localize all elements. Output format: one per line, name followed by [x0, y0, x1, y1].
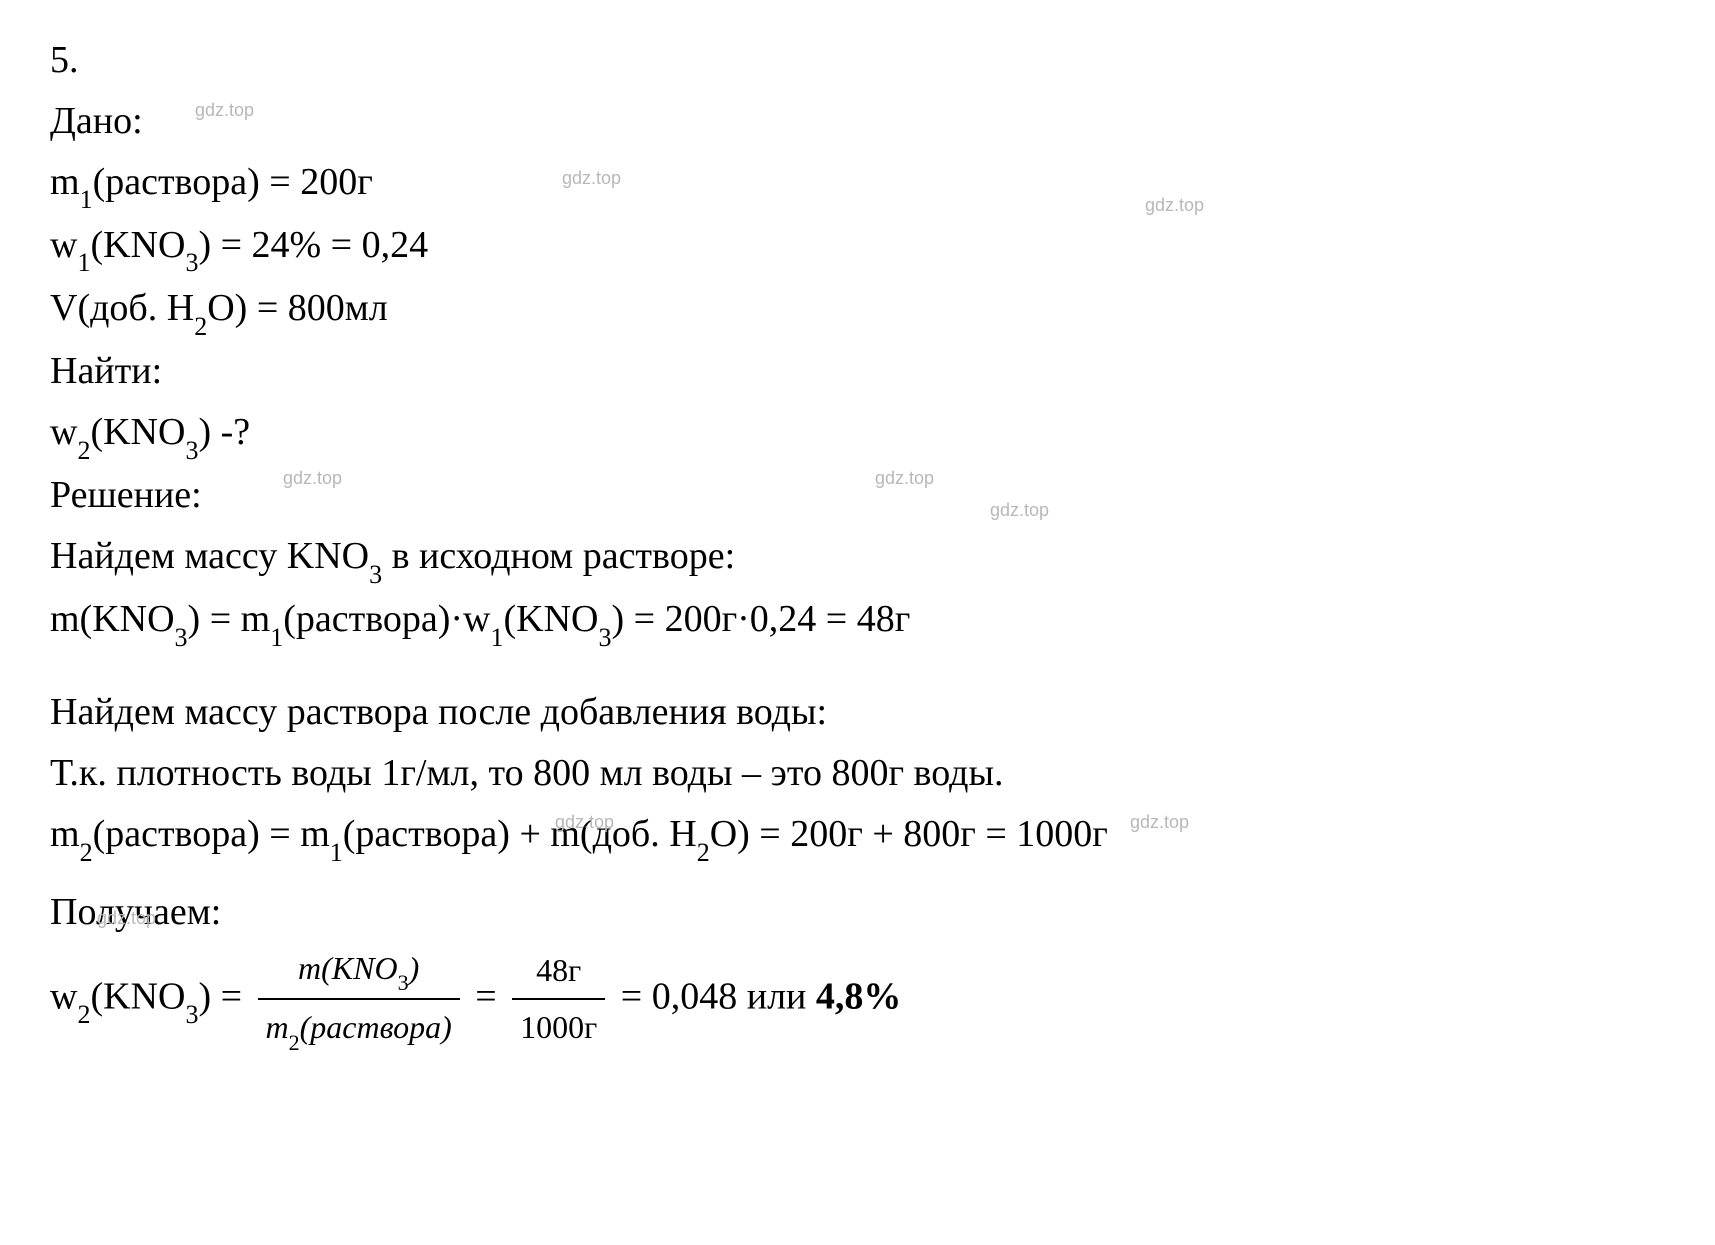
- given-2-postb: ) = 24% = 0,24: [198, 224, 428, 266]
- step1-calc-b: ) = m: [188, 598, 271, 640]
- given-3-sub: 2: [194, 312, 207, 341]
- find-1-sub2: 3: [185, 436, 198, 465]
- equals-1: =: [466, 975, 506, 1017]
- step1-text-b: в исходном растворе:: [382, 535, 735, 577]
- result-label: Получаем:: [50, 882, 1665, 943]
- fraction-2: 48г 1000г: [512, 945, 605, 1053]
- result-line: w2(KNO3) = m(KNO3) m2(раствора) = 48г 10…: [50, 943, 1665, 1056]
- find-1-posta: (KNO: [90, 411, 185, 453]
- find-1-pre: w: [50, 411, 77, 453]
- given-line-2: w1(KNO3) = 24% = 0,24: [50, 215, 1665, 278]
- step2-note: Т.к. плотность воды 1г/мл, то 800 мл вод…: [50, 743, 1665, 804]
- step1-text-a: Найдем массу KNO: [50, 535, 369, 577]
- step1-sub: 3: [369, 560, 382, 589]
- frac-num-b: ): [409, 950, 420, 986]
- given-line-3: V(доб. H2O) = 800мл: [50, 278, 1665, 341]
- result-sub2: 3: [185, 1000, 198, 1029]
- step1-text: Найдем массу KNO3 в исходном растворе:: [50, 526, 1665, 589]
- given-line-1: m1(раствора) = 200г: [50, 152, 1665, 215]
- frac-num-a: m(KNO: [298, 950, 398, 986]
- given-label: Дано:: [50, 91, 1665, 152]
- step1-calc-e: ) = 200г·0,24 = 48г: [611, 598, 910, 640]
- step2-text: Найдем массу раствора после добавления в…: [50, 682, 1665, 743]
- given-1-sub: 1: [80, 185, 93, 214]
- find-1-sub: 2: [77, 436, 90, 465]
- frac2-den: 1000г: [512, 1000, 605, 1053]
- step1-calc-d: (KNO: [504, 598, 599, 640]
- given-2-posta: (KNO: [90, 224, 185, 266]
- step1-calc-sub4: 3: [598, 623, 611, 652]
- result-final-a: = 0,048 или: [611, 975, 816, 1017]
- given-1-pre: m: [50, 161, 80, 203]
- frac-num-sub: 3: [398, 970, 409, 995]
- frac1-den: m2(раствора): [258, 1000, 460, 1056]
- given-3-pre: V(доб. H: [50, 287, 194, 329]
- step1-calc-c: (раствора)·w: [283, 598, 490, 640]
- result-postb: ) =: [198, 975, 251, 1017]
- step1-calc: m(KNO3) = m1(раствора)·w1(KNO3) = 200г·0…: [50, 589, 1665, 652]
- given-2-pre: w: [50, 224, 77, 266]
- given-1-post: (раствора) = 200г: [93, 161, 373, 203]
- result-sub1: 2: [77, 1000, 90, 1029]
- step1-calc-sub2: 1: [270, 623, 283, 652]
- step2-calc-sub1: 2: [80, 838, 93, 867]
- frac2-num: 48г: [512, 945, 605, 1000]
- frac-den-sub: 2: [289, 1030, 300, 1055]
- step2-calc-a: m: [50, 813, 80, 855]
- find-1-postb: ) -?: [198, 411, 250, 453]
- frac1-num: m(KNO3): [258, 943, 460, 1001]
- step2-calc-c: (раствора) + m(доб. H: [343, 813, 697, 855]
- step2-calc-sub3: 2: [697, 838, 710, 867]
- step1-calc-a: m(KNO: [50, 598, 175, 640]
- given-2-sub2: 3: [185, 248, 198, 277]
- frac-den-a: m: [266, 1009, 289, 1045]
- step2-calc-d: O) = 200г + 800г = 1000г: [710, 813, 1108, 855]
- frac-den-b: (раствора): [300, 1009, 452, 1045]
- step1-calc-sub1: 3: [175, 623, 188, 652]
- step2-calc: m2(раствора) = m1(раствора) + m(доб. H2O…: [50, 804, 1665, 867]
- result-final-bold: 4,8%: [816, 975, 902, 1017]
- result-pre: w: [50, 975, 77, 1017]
- step2-calc-sub2: 1: [330, 838, 343, 867]
- given-2-sub: 1: [77, 248, 90, 277]
- step2-calc-b: (раствора) = m: [93, 813, 330, 855]
- problem-number: 5.: [50, 30, 1665, 91]
- fraction-1: m(KNO3) m2(раствора): [258, 943, 460, 1056]
- step1-calc-sub3: 1: [491, 623, 504, 652]
- result-posta: (KNO: [90, 975, 185, 1017]
- find-label: Найти:: [50, 341, 1665, 402]
- find-line-1: w2(KNO3) -?: [50, 402, 1665, 465]
- given-3-post: O) = 800мл: [207, 287, 388, 329]
- solution-label: Решение:: [50, 465, 1665, 526]
